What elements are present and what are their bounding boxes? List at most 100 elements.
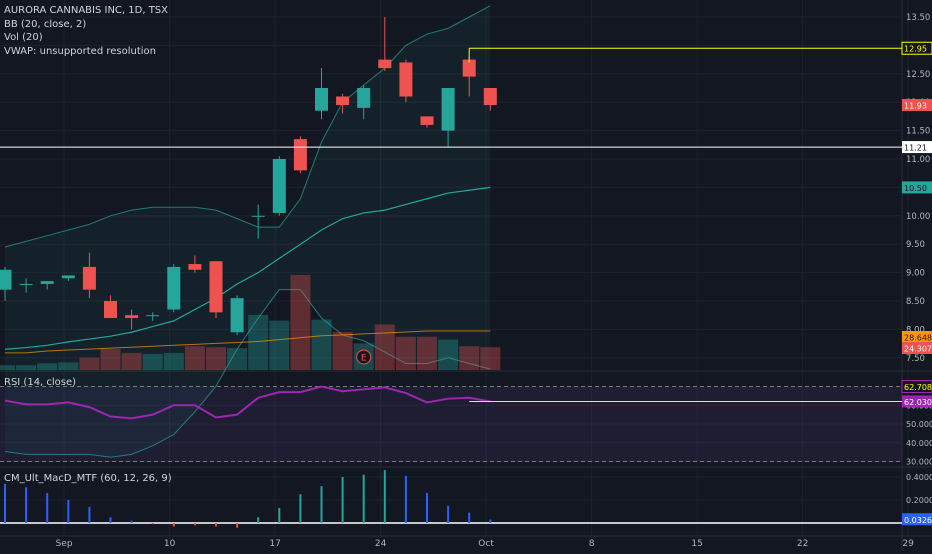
candle-body bbox=[315, 88, 328, 111]
chart-legend: AURORA CANNABIS INC, 1D, TSX BB (20, clo… bbox=[4, 4, 168, 58]
volume-bar bbox=[290, 275, 311, 370]
macd-price-label: 0.0326 bbox=[904, 516, 932, 525]
volume-bar bbox=[248, 314, 269, 370]
earnings-marker-label: E bbox=[361, 354, 367, 364]
candle-body bbox=[293, 139, 307, 171]
price-label-box bbox=[902, 342, 932, 354]
candle-body bbox=[420, 116, 434, 125]
candle-body bbox=[0, 269, 12, 290]
price-label: 24.307M bbox=[904, 345, 932, 354]
volume-bar bbox=[311, 319, 332, 370]
candle-body bbox=[378, 59, 392, 69]
volume-bar bbox=[0, 365, 15, 370]
price-label-box bbox=[901, 41, 932, 55]
volume-bar bbox=[100, 349, 121, 370]
candle-body bbox=[82, 266, 96, 290]
volume-bar bbox=[332, 332, 353, 370]
y-tick-label: 8.00 bbox=[906, 325, 925, 335]
volume-bar bbox=[163, 352, 184, 370]
candle-body bbox=[230, 298, 244, 333]
y-tick-label: 9.50 bbox=[906, 240, 925, 250]
candle-body bbox=[61, 275, 75, 279]
y-tick-label: 11.00 bbox=[906, 155, 930, 165]
macd-tick-label: 0.2000 bbox=[906, 496, 932, 505]
macd-label-box bbox=[902, 513, 932, 526]
y-tick-label: 8.50 bbox=[906, 297, 925, 307]
price-label: 12.95 bbox=[904, 45, 927, 54]
vwap-legend[interactable]: VWAP: unsupported resolution bbox=[4, 45, 156, 57]
volume-bar bbox=[227, 348, 248, 370]
y-tick-label: 11.50 bbox=[906, 127, 930, 137]
volume-bar bbox=[184, 346, 205, 370]
volume-bar bbox=[459, 346, 480, 370]
rsi-label-box bbox=[901, 380, 932, 393]
time-axis[interactable]: Sep 10 17 24 Oct 8 15 22 29 bbox=[56, 539, 914, 549]
candle-body bbox=[357, 88, 371, 108]
volume-bar bbox=[395, 336, 416, 370]
volume-bar bbox=[16, 365, 37, 370]
x-tick-label: Sep bbox=[56, 539, 73, 549]
candle-body bbox=[483, 88, 497, 106]
y-tick-label: 9.00 bbox=[906, 269, 925, 279]
rsi-legend[interactable]: RSI (14, close) bbox=[4, 377, 77, 388]
candle-body bbox=[40, 281, 54, 284]
price-label: 11.93 bbox=[904, 102, 927, 111]
bb-band-fill bbox=[5, 5, 491, 458]
symbol-title[interactable]: AURORA CANNABIS INC, 1D, TSX bbox=[4, 5, 168, 16]
candle-body bbox=[19, 283, 33, 285]
rsi-label-box bbox=[902, 395, 932, 408]
volume-bar bbox=[438, 339, 459, 370]
volume-bar bbox=[206, 347, 226, 370]
volume-bar bbox=[37, 363, 58, 370]
price-label: 11.21 bbox=[904, 144, 927, 153]
price-label: 10.50 bbox=[904, 184, 927, 193]
candle-body bbox=[336, 96, 350, 106]
vol-legend[interactable]: Vol (20) bbox=[4, 32, 43, 43]
candle-body bbox=[146, 315, 160, 317]
volume-bar bbox=[374, 324, 395, 370]
volume-bar bbox=[269, 320, 290, 370]
candle-body bbox=[209, 261, 223, 313]
x-tick-label: 15 bbox=[691, 539, 702, 549]
y-tick-label: 7.50 bbox=[906, 354, 925, 364]
rsi-pane bbox=[0, 385, 902, 462]
y-tick-label: 12.50 bbox=[906, 70, 930, 80]
volume-bar bbox=[480, 347, 501, 370]
price-label-box bbox=[902, 181, 932, 194]
candle-body bbox=[188, 264, 202, 270]
volume-bar bbox=[79, 357, 100, 370]
rsi-price-label: 62.7085 bbox=[904, 383, 932, 392]
volume-bar bbox=[58, 362, 79, 370]
candle-body bbox=[167, 266, 181, 310]
x-tick-label: 10 bbox=[164, 539, 176, 549]
candle-body bbox=[462, 59, 476, 77]
volume-bar bbox=[417, 336, 437, 370]
earnings-marker bbox=[356, 349, 372, 365]
candle-body bbox=[399, 62, 413, 97]
price-axis[interactable]: 7.50 8.00 8.50 9.00 9.50 10.00 10.50 11.00 11.50… bbox=[901, 13, 932, 526]
candle-body bbox=[125, 315, 139, 319]
macd-tick-label: 0.4000 bbox=[906, 473, 932, 482]
price-label: 28.648M bbox=[904, 334, 932, 343]
bb-lower-line bbox=[4, 289, 491, 458]
macd-legend[interactable]: CM_Ult_MacD_MTF (60, 12, 26, 9) bbox=[4, 473, 172, 484]
x-tick-label: 8 bbox=[589, 539, 595, 549]
macd-pane bbox=[0, 470, 902, 528]
x-tick-label: 17 bbox=[269, 539, 280, 549]
candle-body bbox=[272, 159, 286, 213]
main-pane: E bbox=[0, 5, 902, 458]
rsi-line bbox=[4, 385, 491, 420]
x-tick-label: 24 bbox=[375, 539, 387, 549]
volume-bar bbox=[121, 352, 142, 370]
x-tick-label: 29 bbox=[902, 539, 914, 549]
bb-legend[interactable]: BB (20, close, 2) bbox=[4, 18, 87, 30]
price-label-box bbox=[902, 99, 932, 112]
bb-upper-line bbox=[4, 5, 491, 248]
x-tick-label: 22 bbox=[797, 539, 808, 549]
price-label-box bbox=[902, 331, 932, 343]
y-tick-label: 13.50 bbox=[906, 13, 930, 23]
candle-body bbox=[441, 88, 455, 131]
